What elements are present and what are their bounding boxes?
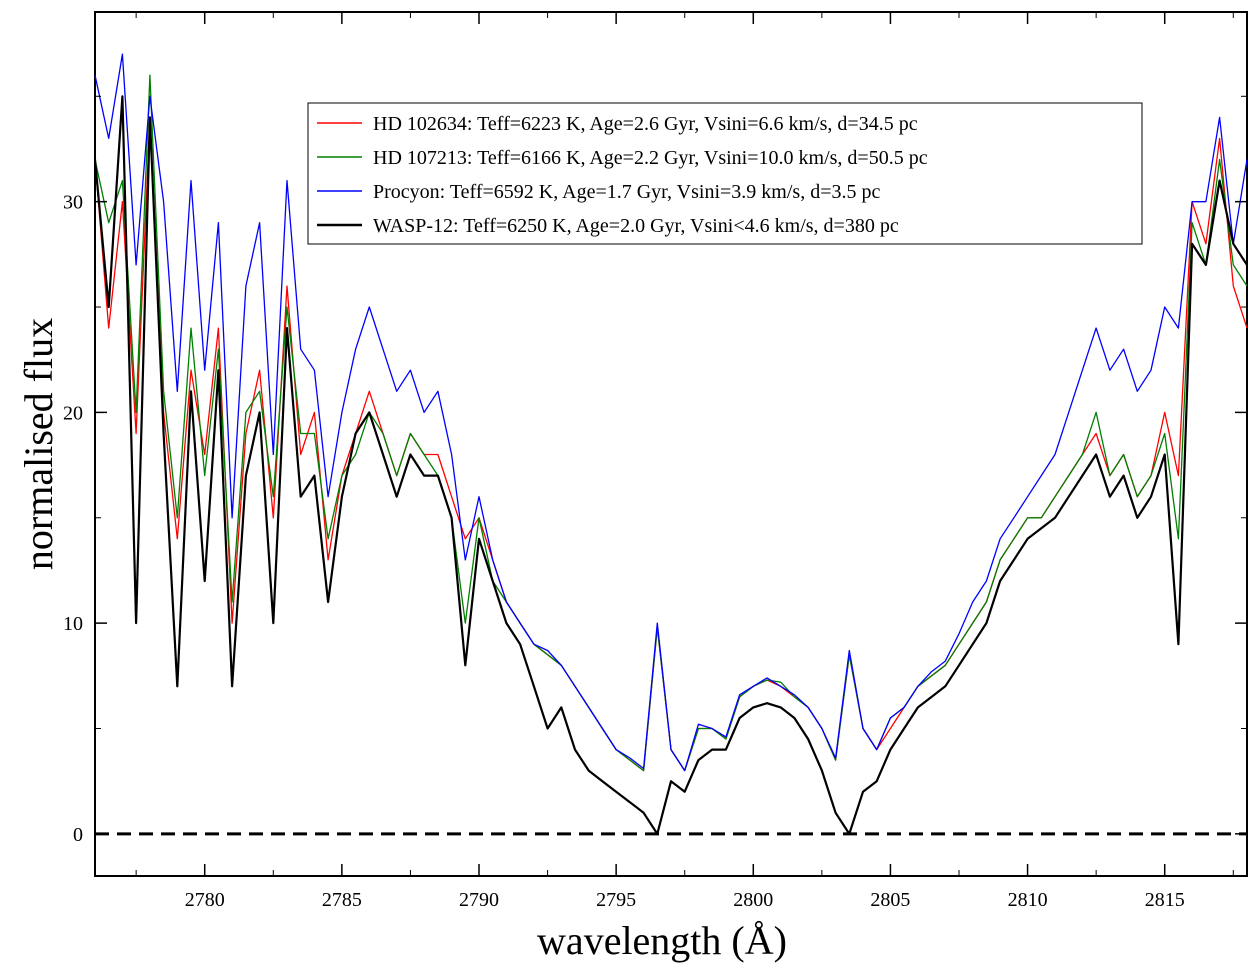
legend-label-hd102634: HD 102634: Teff=6223 K, Age=2.6 Gyr, Vsi… — [373, 113, 918, 135]
y-axis-title: normalised flux — [16, 318, 61, 570]
x-tick-label: 2790 — [459, 889, 499, 911]
x-tick-label: 2795 — [596, 889, 636, 911]
series-line-3 — [93, 95, 1248, 836]
series-line-2 — [94, 53, 1248, 772]
x-tick-label: 2800 — [733, 889, 773, 911]
legend-label-procyon: Procyon: Teff=6592 K, Age=1.7 Gyr, Vsini… — [373, 181, 880, 203]
y-tick-label: 0 — [73, 824, 83, 846]
y-tick-label: 10 — [63, 613, 83, 635]
y-tick-label: 30 — [63, 192, 83, 214]
series-group — [93, 53, 1248, 836]
y-tick-label: 20 — [63, 402, 83, 424]
plot-frame — [94, 11, 1248, 877]
x-tick-label: 2805 — [870, 889, 910, 911]
x-tick-label: 2810 — [1008, 889, 1048, 911]
x-tick-label: 2785 — [322, 889, 362, 911]
y-axis-ticks: 0 10 20 30 — [63, 95, 1247, 846]
x-tick-label: 2780 — [185, 889, 225, 911]
x-axis-ticks: 2780 2785 2790 2795 2800 2805 2810 2815 — [135, 12, 1234, 911]
legend-label-hd107213: HD 107213: Teff=6166 K, Age=2.2 Gyr, Vsi… — [373, 147, 928, 169]
legend-label-wasp12: WASP-12: Teff=6250 K, Age=2.0 Gyr, Vsini… — [373, 215, 899, 237]
legend: HD 102634: Teff=6223 K, Age=2.6 Gyr, Vsi… — [307, 102, 1143, 245]
x-tick-label: 2815 — [1145, 889, 1185, 911]
legend-box — [307, 102, 1143, 245]
x-axis-title: wavelength (Å) — [537, 918, 787, 963]
